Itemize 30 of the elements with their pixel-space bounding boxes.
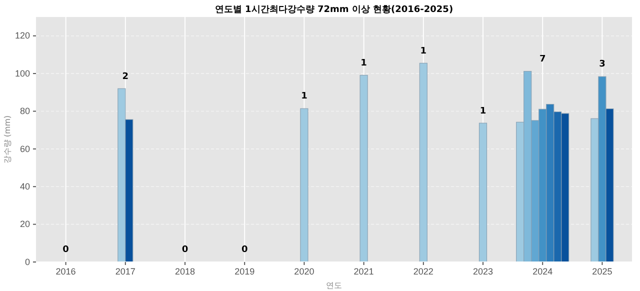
annotation: 0 [62, 245, 69, 256]
x-tick-label: 2023 [472, 266, 494, 276]
annotation: 0 [182, 245, 188, 256]
x-tick-label: 2021 [354, 266, 374, 276]
annotation: 2 [122, 72, 129, 82]
x-tick-label: 2022 [413, 266, 434, 276]
chart-title: 연도별 1시간최다강수량 72mm 이상 현황(2016-2025) [214, 5, 454, 15]
x-axis-title: 연도 [326, 281, 342, 290]
x-tick-label: 2016 [56, 266, 76, 276]
annotation: 3 [599, 60, 606, 70]
y-tick-label: 60 [20, 144, 30, 154]
annotation: 1 [360, 58, 367, 68]
annotation: 1 [420, 46, 427, 56]
y-tick-label: 80 [20, 106, 30, 116]
y-tick-label: 100 [14, 68, 30, 78]
x-tick-label: 2019 [234, 266, 255, 276]
y-tick-label: 40 [20, 181, 30, 192]
y-tick-label: 0 [24, 256, 30, 267]
x-tick-label: 2020 [294, 266, 314, 276]
x-tick-label: 2025 [592, 266, 612, 276]
x-tick-label: 2018 [174, 266, 196, 276]
annotation: 0 [241, 245, 248, 256]
x-tick-label: 2017 [115, 266, 136, 276]
y-tick-label: 20 [20, 219, 30, 230]
annotation: 7 [539, 54, 546, 64]
y-axis-title: 강수량 (mm) [3, 115, 12, 164]
annotation: 1 [480, 106, 486, 116]
x-tick-label: 2024 [532, 266, 553, 276]
annotation: 1 [301, 92, 308, 102]
y-tick-label: 120 [14, 30, 30, 41]
